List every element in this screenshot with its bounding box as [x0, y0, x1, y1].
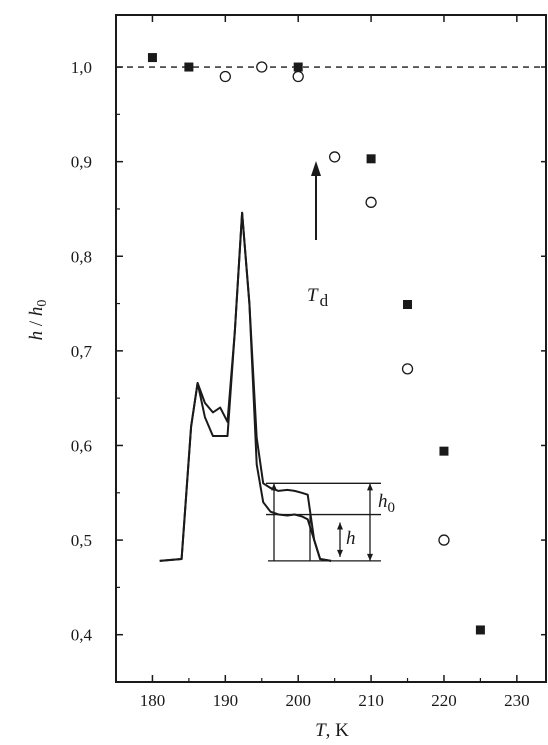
ticks-group: 180 190 200 210 220 230 0,4 0,5 0,6 0,7 0,8 0,9 1,0 [71, 15, 546, 710]
y-tick-label: 0,4 [71, 626, 93, 645]
span-arrowhead [367, 483, 373, 491]
data-point-circle [401, 363, 414, 375]
y-axis-label: h / h0 [26, 300, 50, 341]
h-label: h [346, 528, 356, 549]
data-point-square [439, 446, 449, 456]
span-arrowhead [337, 522, 343, 530]
data-point-square [366, 154, 376, 164]
data-point-square [475, 625, 485, 635]
data-point-square [147, 53, 157, 63]
points-group [147, 53, 485, 635]
y-tick-label: 0,8 [71, 247, 92, 266]
data-point-circle [219, 70, 231, 83]
data-point-circle [438, 534, 450, 546]
data-point-circle [292, 70, 304, 83]
y-tick-label: 0,9 [71, 153, 92, 172]
x-axis-label: T, K [315, 720, 349, 741]
span-arrowhead [337, 549, 343, 557]
x-tick-label: 190 [213, 691, 239, 710]
plot-frame [115, 14, 547, 683]
x-tick-label: 180 [140, 691, 166, 710]
data-point-square [403, 300, 413, 310]
temperature-arrow-head [311, 161, 321, 176]
span-arrowhead [271, 483, 277, 491]
h0-label: h0 [378, 491, 395, 516]
data-point-square [184, 62, 194, 72]
inset-curve-lower [159, 211, 332, 562]
data-point-square [293, 62, 303, 72]
data-point-circle [328, 151, 341, 163]
x-tick-label: 230 [504, 691, 530, 710]
x-tick-label: 200 [285, 691, 311, 710]
y-tick-label: 0,7 [71, 342, 93, 361]
y-tick-label: 1,0 [71, 58, 92, 77]
data-point-circle [256, 61, 268, 73]
data-point-circle [365, 196, 377, 208]
y-tick-label: 0,6 [71, 436, 92, 455]
y-tick-label: 0,5 [71, 531, 92, 550]
span-arrowhead [367, 553, 373, 561]
x-tick-label: 210 [358, 691, 384, 710]
x-tick-label: 220 [431, 691, 457, 710]
inset-group: h0 h [159, 211, 395, 562]
